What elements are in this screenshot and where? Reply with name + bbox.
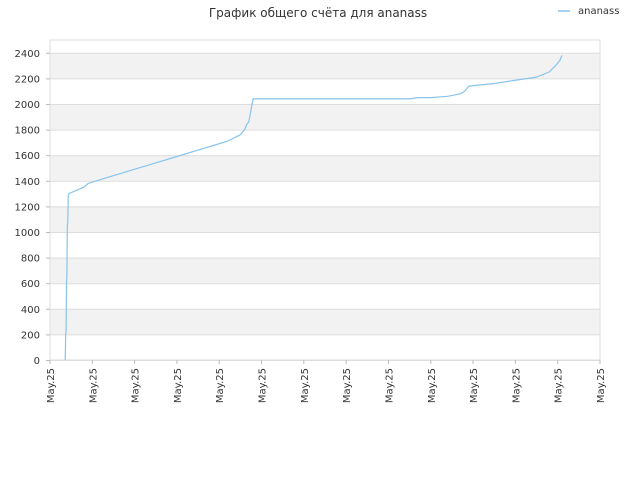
y-tick-label: 1400 <box>15 177 40 188</box>
plot-frame <box>49 39 601 361</box>
y-tick-label: 2000 <box>15 100 40 111</box>
y-tick-label: 0 <box>34 356 40 367</box>
x-tick-label: May.25 <box>554 368 565 403</box>
x-tick-label: May.25 <box>173 368 184 403</box>
y-tick-label: 2400 <box>15 49 40 60</box>
x-tick-label: May.25 <box>342 368 353 403</box>
x-tick-label: May.25 <box>88 368 99 403</box>
y-tick-label: 800 <box>21 254 40 265</box>
plot-bands <box>50 52 600 335</box>
legend-label: ananass <box>578 6 619 17</box>
y-tick-label: 1200 <box>15 202 40 213</box>
x-tick-label: May.25 <box>131 368 142 403</box>
plot-band <box>50 155 600 181</box>
y-tick-label: 2200 <box>15 74 40 85</box>
y-tick-label: 1800 <box>15 126 40 137</box>
x-tick-label: May.25 <box>469 368 480 403</box>
y-axis: 0 200 400 600 800 1000 1200 1400 1600 1800 2000 220… <box>15 49 50 367</box>
plot-band <box>50 52 600 79</box>
series-line-ananass <box>64 55 563 361</box>
chart-title: График общего счёта для ananass <box>209 6 427 20</box>
x-tick-label: May.25 <box>511 368 522 403</box>
x-tick-label: May.25 <box>384 368 395 403</box>
x-tick-label: May.25 <box>300 368 311 403</box>
x-axis: May.25 May.25 May.25 May.25 May.25 May.25 May.… <box>46 360 607 403</box>
y-tick-label: 400 <box>21 305 40 316</box>
legend: ananass <box>558 6 619 17</box>
gridlines <box>50 52 600 361</box>
x-tick-label: May.25 <box>46 368 57 403</box>
y-tick-label: 600 <box>21 279 40 290</box>
x-tick-label: May.25 <box>427 368 438 403</box>
plot-band <box>50 206 600 232</box>
x-tick-label: May.25 <box>258 368 269 403</box>
plot-band <box>50 308 600 335</box>
x-tick-label: May.25 <box>215 368 226 403</box>
y-tick-label: 1600 <box>15 151 40 162</box>
plot-band <box>50 257 600 284</box>
y-tick-label: 200 <box>21 330 40 341</box>
x-tick-label: May.25 <box>596 368 607 403</box>
plot-band <box>50 104 600 130</box>
series-layer <box>64 55 563 361</box>
y-tick-label: 1000 <box>15 228 40 239</box>
